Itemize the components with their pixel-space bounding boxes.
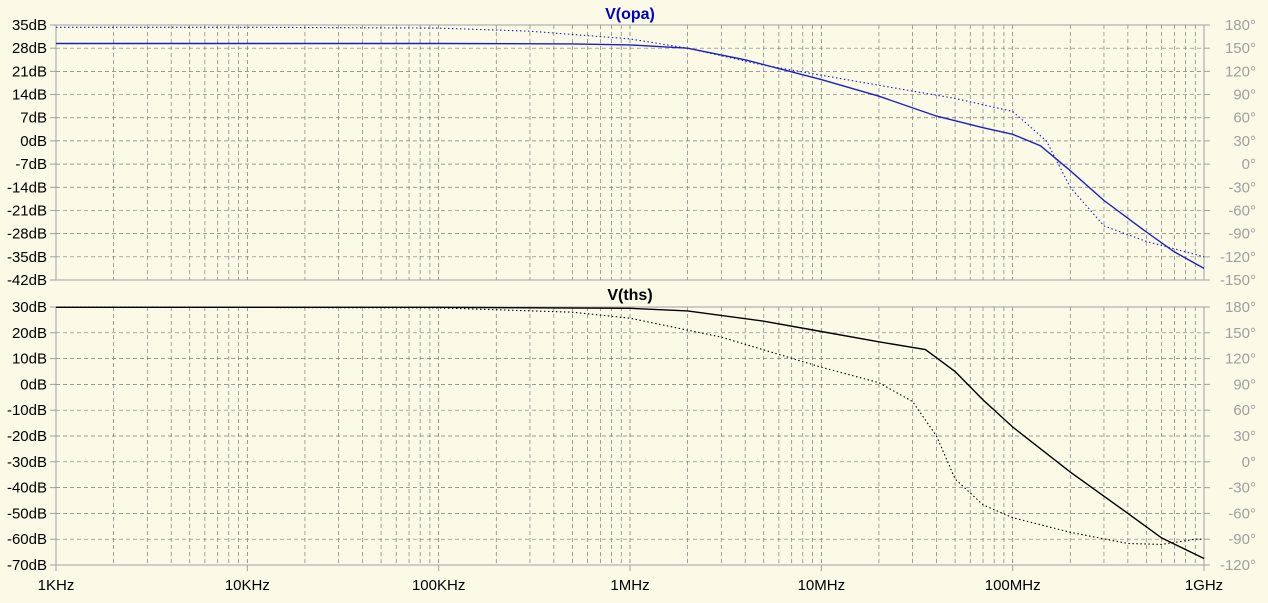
- left-axis-tick-label: 20dB: [12, 325, 47, 342]
- left-axis-tick-label: -20dB: [7, 428, 47, 445]
- right-axis-tick-label: -120°: [1220, 557, 1256, 574]
- x-axis-tick-label: 10MHz: [798, 577, 846, 594]
- left-axis-tick-label: 35dB: [12, 17, 47, 34]
- right-axis-tick-label: 60°: [1233, 110, 1256, 127]
- right-axis-tick-label: -60°: [1228, 505, 1256, 522]
- right-axis-tick-label: -90°: [1228, 226, 1256, 243]
- left-axis-tick-label: -10dB: [7, 402, 47, 419]
- left-axis-tick-label: -42dB: [7, 272, 47, 289]
- left-axis-tick-label: 28dB: [12, 40, 47, 57]
- right-axis-tick-label: -60°: [1228, 202, 1256, 219]
- left-axis-tick-label: -70dB: [7, 557, 47, 574]
- left-axis-tick-label: -40dB: [7, 480, 47, 497]
- right-axis-tick-label: 150°: [1225, 325, 1256, 342]
- right-axis-tick-label: -150°: [1220, 272, 1256, 289]
- right-axis-tick-label: 30°: [1233, 428, 1256, 445]
- right-axis-tick-label: 150°: [1225, 40, 1256, 57]
- right-axis-tick-label: 0°: [1242, 156, 1256, 173]
- left-axis-tick-label: -28dB: [7, 226, 47, 243]
- x-axis-tick-label: 1MHz: [610, 577, 649, 594]
- right-axis-tick-label: -120°: [1220, 249, 1256, 266]
- plot-title: V(opa): [605, 6, 655, 23]
- left-axis-tick-label: 21dB: [12, 63, 47, 80]
- left-axis-tick-label: -30dB: [7, 454, 47, 471]
- left-axis-tick-label: -50dB: [7, 505, 47, 522]
- right-axis-tick-label: 120°: [1225, 63, 1256, 80]
- right-axis-tick-label: -30°: [1228, 179, 1256, 196]
- series-magnitude-trace: [56, 306, 1205, 560]
- right-axis-tick-label: 180°: [1225, 17, 1256, 34]
- left-axis-tick-label: 0dB: [20, 376, 47, 393]
- left-axis-tick-label: -60dB: [7, 531, 47, 548]
- left-axis-tick-label: -14dB: [7, 179, 47, 196]
- left-axis-tick-label: -7dB: [15, 156, 47, 173]
- right-axis-tick-label: 180°: [1225, 299, 1256, 316]
- right-axis-tick-label: 120°: [1225, 351, 1256, 368]
- x-axis-tick-label: 1GHz: [1185, 577, 1223, 594]
- left-axis-tick-label: -21dB: [7, 202, 47, 219]
- x-axis-tick-label: 1KHz: [38, 577, 75, 594]
- right-axis-tick-label: 30°: [1233, 133, 1256, 150]
- left-axis-tick-label: 0dB: [20, 133, 47, 150]
- right-axis-tick-label: 0°: [1242, 454, 1256, 471]
- right-axis-tick-label: -90°: [1228, 531, 1256, 548]
- left-axis-tick-label: 10dB: [12, 351, 47, 368]
- x-axis-tick-label: 100MHz: [985, 577, 1041, 594]
- left-axis-tick-label: 30dB: [12, 299, 47, 316]
- left-axis-tick-label: 7dB: [20, 110, 47, 127]
- series-magnitude-trace: [56, 42, 1205, 270]
- right-axis-tick-label: 60°: [1233, 402, 1256, 419]
- left-axis-tick-label: 14dB: [12, 87, 47, 104]
- right-axis-tick-label: 90°: [1233, 376, 1256, 393]
- plot-title: V(ths): [607, 287, 652, 304]
- right-axis-tick-label: 90°: [1233, 87, 1256, 104]
- x-axis-tick-label: 10KHz: [225, 577, 270, 594]
- plot-frame: [55, 24, 1205, 281]
- right-axis-tick-label: -30°: [1228, 480, 1256, 497]
- series-phase-trace: [56, 26, 1205, 258]
- x-axis-tick-label: 100KHz: [412, 577, 465, 594]
- series-phase-trace: [55, 306, 1204, 545]
- left-axis-tick-label: -35dB: [7, 249, 47, 266]
